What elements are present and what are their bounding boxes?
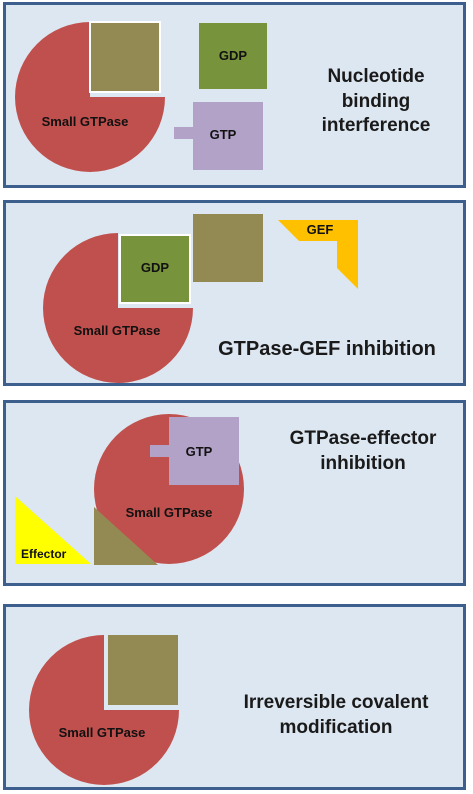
inhibitor-square [89,21,161,93]
gtp-stem [150,445,172,457]
panel-nucleotide-binding-interference: Small GTPase GDP GTP Nucleotide binding … [3,2,466,188]
panel-caption: Irreversible covalent modification [243,692,429,738]
panel-irreversible-covalent-modification: Small GTPase Irreversible covalent modif… [3,604,466,790]
gtp-square [169,417,239,485]
gtp-stem [174,127,196,139]
gef-shape [278,220,358,289]
panel-gtpase-effector-inhibition: Small GTPase GTP Effector GTPase-effecto… [3,400,466,586]
panel-3-diagram: Small GTPase GTP Effector [15,414,244,565]
gtpase-label: Small GTPase [74,323,161,338]
gdp-label: GDP [219,48,248,63]
panel-1-diagram: Small GTPase GDP GTP [15,21,267,172]
gtpase-label: Small GTPase [42,114,129,129]
inhibitor-wedge [94,507,158,565]
gtp-label: GTP [210,127,237,142]
panel-gtpase-gef-inhibition: Small GTPase GDP GEF GTPase-GEF inhibiti… [3,200,466,386]
panel-caption: Nucleotide binding interference [321,66,431,137]
gdp-label: GDP [141,260,170,275]
panel-caption: GTPase-GEF inhibition [218,338,436,360]
gtp-square [193,102,263,170]
small-gtpase-shape [15,22,165,172]
gtpase-label: Small GTPase [59,725,146,740]
effector-triangle [15,496,91,564]
small-gtpase-shape [29,635,179,785]
panel-2-diagram: Small GTPase GDP GEF [43,214,358,383]
gtpase-label: Small GTPase [126,505,213,520]
gdp-square [199,23,267,89]
gef-label: GEF [307,222,334,237]
panel-caption: GTPase-effector inhibition [289,428,437,474]
gtp-label: GTP [186,444,213,459]
effector-label: Effector [21,547,67,561]
gdp-square [119,234,191,304]
panel-4-diagram: Small GTPase [29,635,179,785]
small-gtpase-shape [43,233,193,383]
inhibitor-square [193,214,263,282]
inhibitor-square [108,635,178,705]
